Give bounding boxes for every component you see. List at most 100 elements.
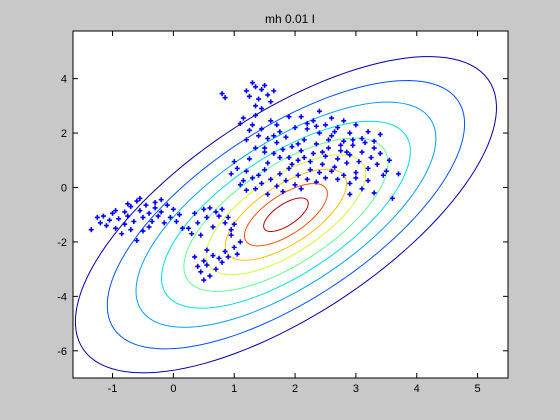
scatter-point <box>386 157 392 163</box>
scatter-point <box>192 210 198 216</box>
scatter-point <box>347 152 353 158</box>
scatter-point <box>271 88 277 94</box>
scatter-point <box>353 170 359 176</box>
scatter-point <box>240 178 246 184</box>
scatter-point <box>359 186 365 192</box>
scatter-point <box>210 224 216 230</box>
scatter-point <box>326 137 332 143</box>
scatter-point <box>222 95 228 101</box>
scatter-point <box>383 168 389 174</box>
scatter-point <box>207 205 213 211</box>
scatter-point <box>107 217 113 223</box>
scatter-point <box>316 170 322 176</box>
scatter-point <box>149 219 155 225</box>
scatter-point <box>243 187 249 193</box>
scatter-point <box>204 262 210 268</box>
scatter-point <box>335 156 341 162</box>
scatter-point <box>246 156 252 162</box>
scatter-point <box>259 126 265 132</box>
scatter-point <box>289 144 295 150</box>
scatter-point <box>274 140 280 146</box>
scatter-point <box>231 221 237 227</box>
scatter-point <box>262 149 268 155</box>
scatter-point <box>173 219 179 225</box>
scatter-point <box>353 122 359 128</box>
scatter-point <box>213 209 219 215</box>
y-tick-label: -2 <box>57 237 67 249</box>
scatter-point <box>283 178 289 184</box>
scatter-point <box>125 213 131 219</box>
scatter-point <box>319 149 325 155</box>
contour-line-7 <box>243 183 328 247</box>
scatter-point <box>295 157 301 163</box>
contour-line-0 <box>74 56 497 374</box>
scatter-point <box>307 159 313 165</box>
scatter-point <box>189 231 195 237</box>
scatter-point <box>359 149 365 155</box>
scatter-point <box>265 191 271 197</box>
scatter-point <box>280 146 286 152</box>
scatter-point <box>146 210 152 216</box>
scatter-point <box>395 171 401 177</box>
scatter-point <box>234 251 240 257</box>
scatter-point <box>268 176 274 182</box>
scatter-point <box>316 130 322 136</box>
scatter-point <box>310 118 316 124</box>
scatter-point <box>210 253 216 259</box>
scatter-point <box>216 255 222 261</box>
y-tick-label: 4 <box>61 74 67 86</box>
scatter-point <box>253 84 259 90</box>
scatter-point <box>316 108 322 114</box>
scatter-point <box>137 208 143 214</box>
x-tick-label: -1 <box>108 383 118 395</box>
scatter-point <box>322 122 328 128</box>
scatter-point <box>304 121 310 127</box>
scatter-point <box>128 204 134 210</box>
scatter-point <box>100 213 106 219</box>
scatter-point <box>365 178 371 184</box>
scatter-point <box>310 150 316 156</box>
contour-line-8 <box>263 197 309 232</box>
y-tick-label: 2 <box>61 128 67 140</box>
scatter-point <box>298 114 304 120</box>
scatter-point <box>243 137 249 143</box>
scatter-point <box>119 231 125 237</box>
scatter-point <box>222 248 228 254</box>
scatter-point <box>88 227 94 233</box>
scatter-point <box>277 155 283 161</box>
scatter-point <box>350 137 356 143</box>
scatter-point <box>365 165 371 171</box>
scatter-point <box>110 210 116 216</box>
scatter-point <box>338 148 344 154</box>
scatter-point <box>335 176 341 182</box>
scatter-points <box>88 80 401 283</box>
scatter-point <box>341 172 347 178</box>
scatter-point <box>259 180 265 186</box>
scatter-point <box>350 142 356 148</box>
scatter-point <box>365 129 371 135</box>
scatter-point <box>338 142 344 148</box>
plot-area <box>73 31 508 378</box>
scatter-point <box>198 232 204 238</box>
scatter-point <box>204 214 210 220</box>
scatter-point <box>322 153 328 159</box>
scatter-point <box>228 227 234 233</box>
x-axis-ticks: -1 0 1 2 3 4 5 <box>108 31 481 395</box>
scatter-point <box>249 175 255 181</box>
scatter-point <box>259 87 265 93</box>
scatter-point <box>286 155 292 161</box>
contour-line-5 <box>205 154 367 276</box>
scatter-point <box>137 195 143 201</box>
scatter-point <box>213 266 219 272</box>
scatter-point <box>295 141 301 147</box>
scatter-point <box>274 122 280 128</box>
scatter-point <box>176 212 182 218</box>
scatter-point <box>164 202 170 208</box>
chart-title: mh 0.01 I <box>265 12 315 26</box>
contour-line-4 <box>183 137 389 292</box>
scatter-point <box>195 263 201 269</box>
scatter-point <box>243 168 249 174</box>
scatter-point <box>329 115 335 121</box>
scatter-point <box>237 121 243 127</box>
